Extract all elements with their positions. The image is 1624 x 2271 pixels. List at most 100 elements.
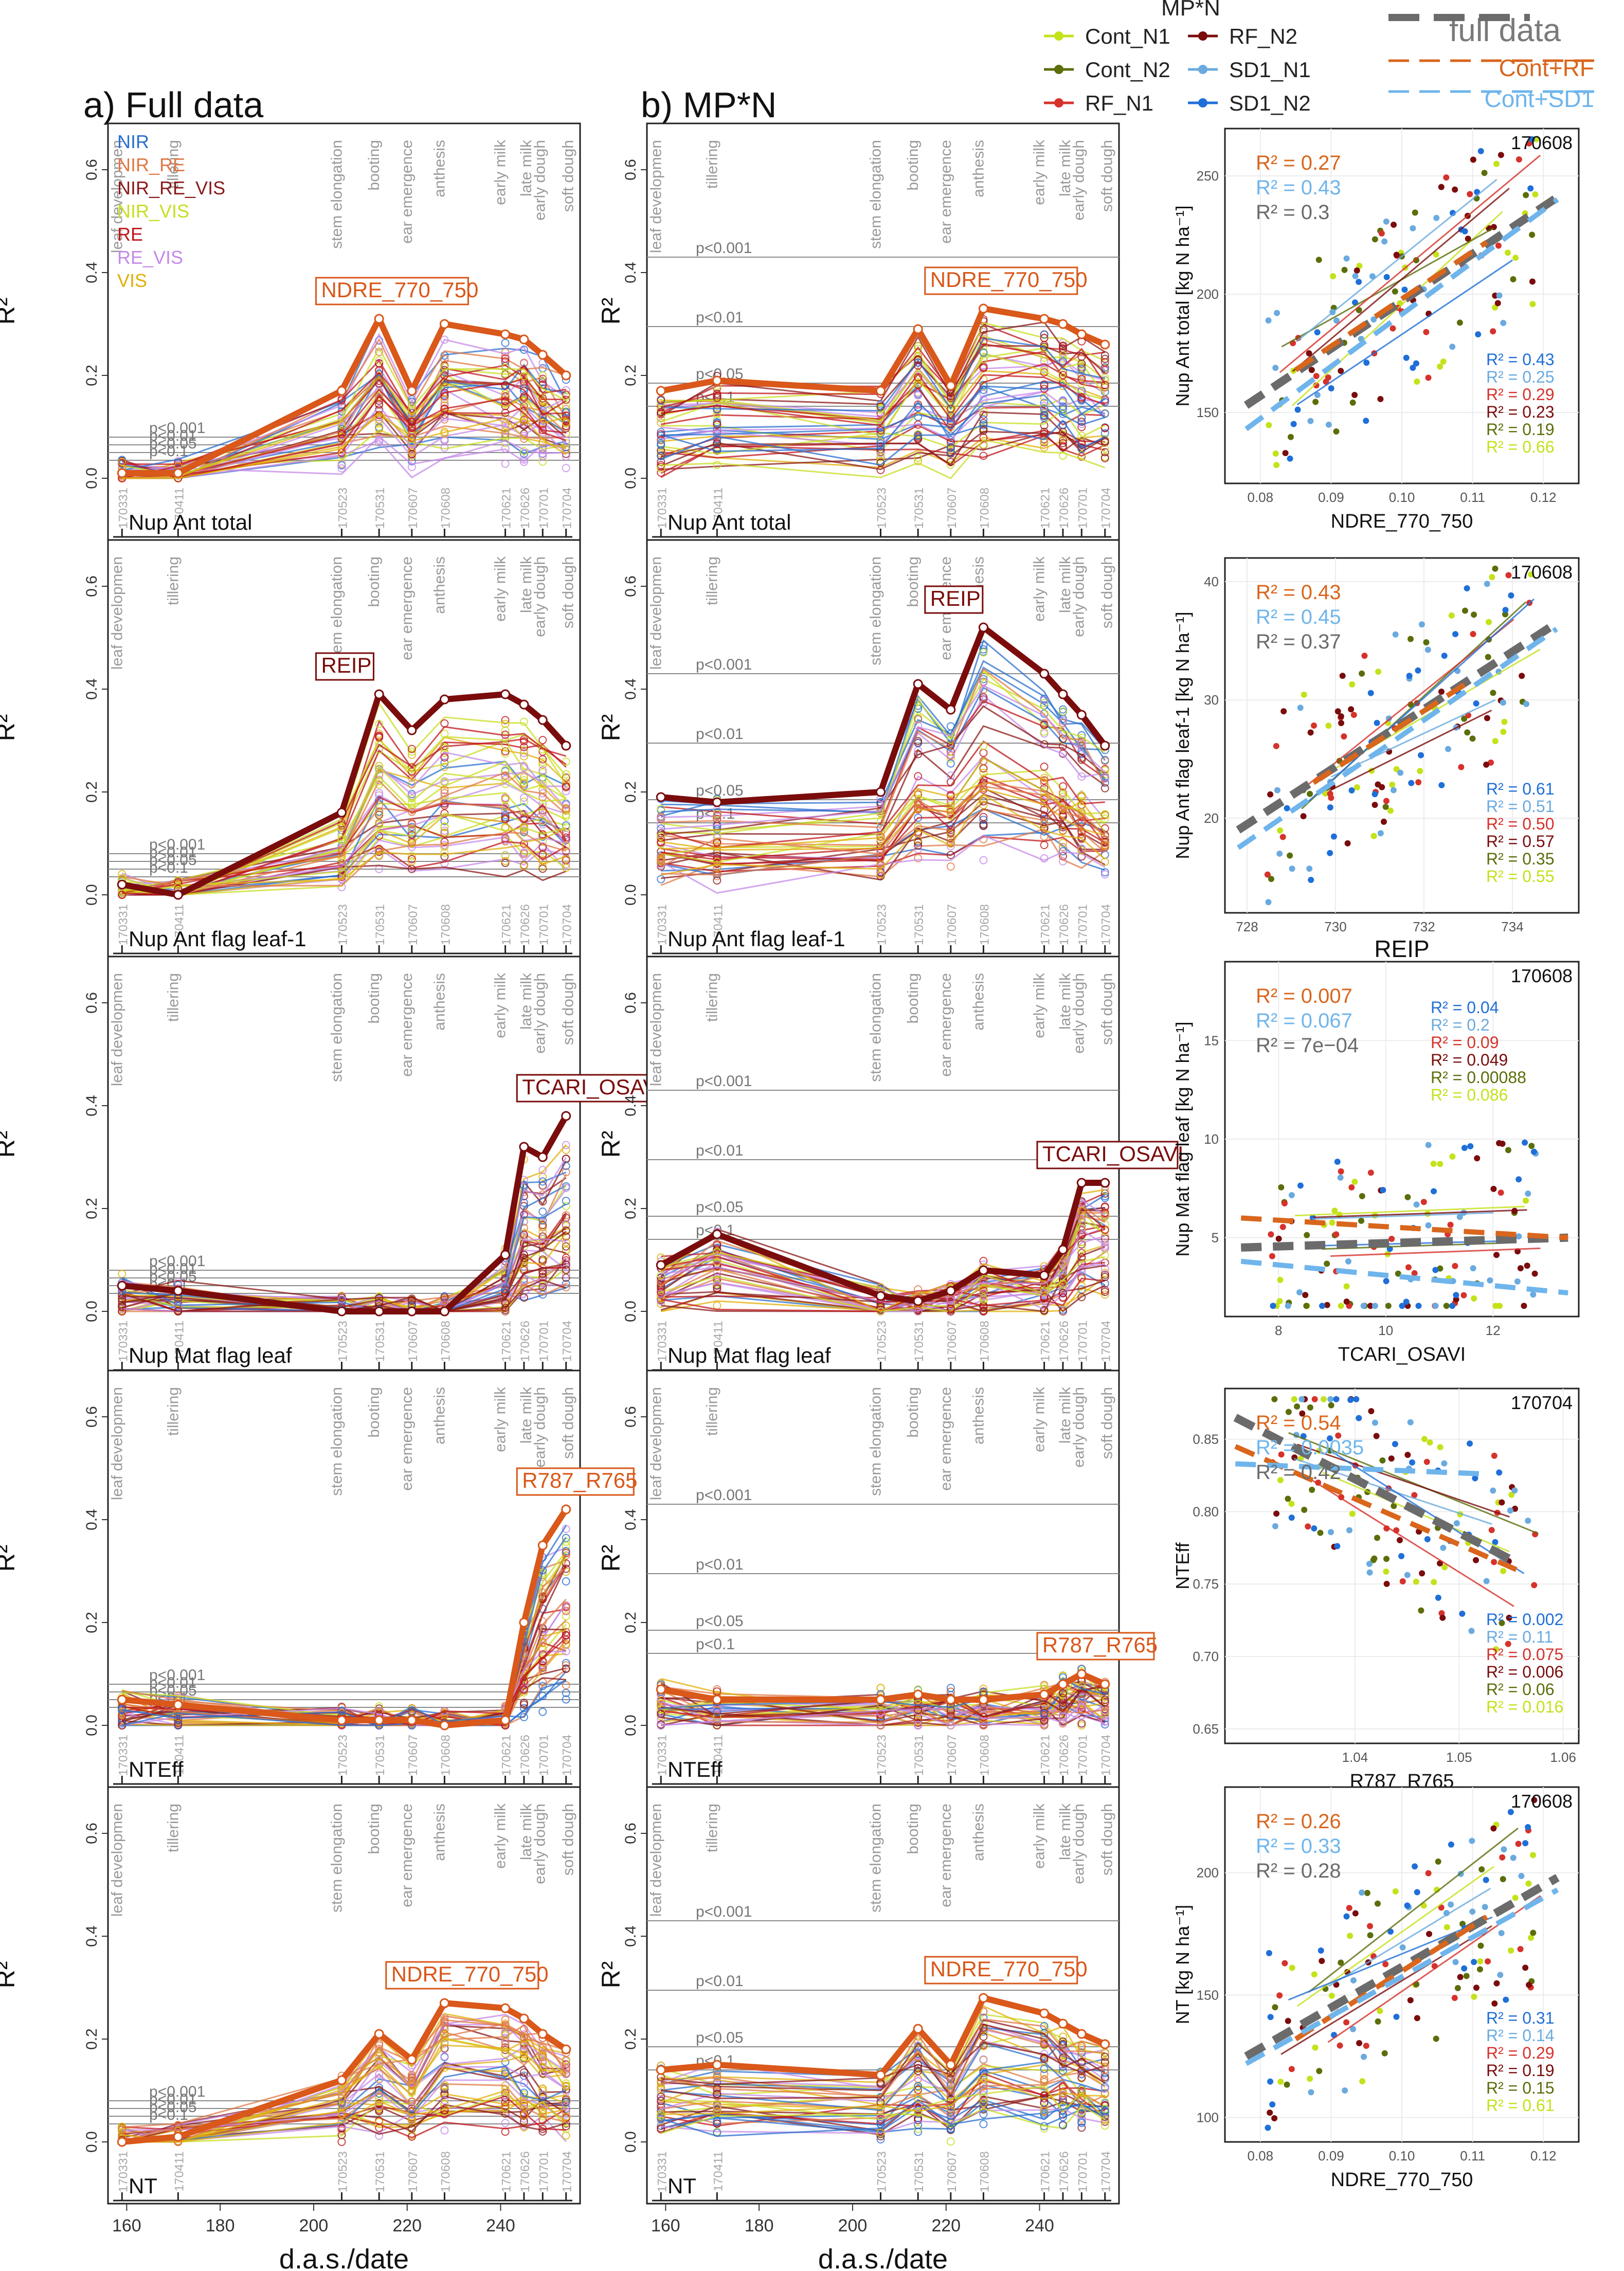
index-point	[538, 766, 547, 774]
best-index-point	[407, 386, 417, 396]
scatter-point	[1423, 639, 1430, 646]
index-point	[1058, 357, 1067, 366]
index-line	[121, 1263, 566, 1312]
index-point	[538, 755, 547, 764]
scatter-point	[1390, 325, 1396, 332]
y-axis-label: R²	[597, 1131, 625, 1158]
scatter-date: 170608	[1511, 132, 1573, 153]
index-line	[660, 343, 1106, 408]
scatter-point	[1359, 1193, 1365, 1199]
r2-fit-value: 0.45	[1301, 606, 1341, 628]
index-point	[407, 767, 416, 776]
index-line	[661, 351, 1105, 420]
index-point	[501, 771, 510, 780]
index-point	[562, 855, 570, 864]
index-point	[1058, 345, 1067, 353]
stage-label: early dough	[531, 1387, 548, 1468]
date-label: 170523	[336, 1735, 350, 1776]
best-index-point	[1039, 314, 1050, 324]
scatter-point	[1274, 310, 1280, 316]
index-point	[1077, 352, 1086, 361]
index-point	[337, 1295, 346, 1304]
index-point	[407, 745, 416, 753]
index-point	[538, 452, 547, 460]
date-label: 170523	[875, 904, 889, 945]
y-tick-label: 0.2	[83, 781, 100, 803]
index-point	[501, 815, 510, 824]
scatter-point	[1267, 791, 1274, 798]
best-index-point	[519, 1617, 529, 1628]
scatter-point	[1425, 1222, 1432, 1229]
scatter-point	[1412, 209, 1418, 216]
date-label: 170701	[1076, 1735, 1090, 1776]
best-index-point	[500, 1250, 511, 1260]
x-tick-label: 200	[838, 2216, 868, 2236]
index-line	[661, 372, 1106, 426]
r2-group-RF_N1: R² = 0.09	[1431, 1033, 1499, 1052]
scatter-point	[1351, 1178, 1358, 1185]
scatter-point	[1287, 434, 1294, 440]
index-point	[440, 838, 449, 846]
significance-label: p<0.001	[696, 1903, 752, 1920]
stage-label: anthesis	[431, 556, 448, 614]
best-index-point	[336, 1715, 347, 1725]
scatter-point	[1452, 631, 1459, 638]
index-point	[1100, 398, 1109, 407]
index-point	[440, 786, 449, 795]
best-index-point	[875, 1291, 886, 1301]
significance-label: p<0.1	[149, 443, 188, 460]
index-point	[562, 823, 570, 832]
best-index-point	[913, 1689, 923, 1700]
stage-label: soft dough	[560, 556, 577, 628]
index-point	[337, 430, 346, 439]
scatter-point	[1307, 729, 1314, 736]
scatter-point	[1512, 255, 1519, 261]
scatter-point	[1408, 780, 1415, 786]
best-index-point	[1100, 1178, 1110, 1188]
best-index-label: NDRE_770_750	[321, 278, 478, 302]
index-group-label: NIR_VIS	[117, 201, 189, 222]
index-point	[501, 459, 510, 468]
scatter-point	[1383, 274, 1390, 280]
index-line	[122, 813, 567, 895]
index-point	[1058, 716, 1067, 725]
best-index-point	[500, 689, 511, 699]
best-index-point	[1058, 2018, 1068, 2029]
scatter-point	[1397, 769, 1404, 776]
index-point	[501, 357, 510, 366]
index-point	[914, 854, 923, 862]
index-point	[375, 762, 384, 770]
index-point	[946, 421, 955, 429]
stage-label: soft dough	[1099, 140, 1116, 212]
index-line	[660, 740, 1105, 849]
index-point	[914, 373, 923, 382]
index-point	[946, 394, 955, 403]
r2-group-value: 0.00088	[1467, 1068, 1526, 1087]
index-point	[407, 448, 416, 457]
legend-marker-RF_N2	[1198, 31, 1207, 41]
index-point	[1100, 870, 1109, 879]
x-tick-label: 12	[1486, 1323, 1501, 1338]
scatter-point	[1354, 267, 1360, 274]
best-index-point	[1076, 1178, 1087, 1188]
scatter-point	[1297, 1182, 1304, 1189]
x-tick-label: 0.09	[1318, 490, 1344, 505]
index-point	[946, 835, 955, 843]
scatter-point	[1515, 1176, 1522, 1183]
index-line	[122, 411, 567, 479]
scatter-point	[1484, 715, 1490, 722]
scatter-point	[1313, 373, 1320, 380]
index-point	[118, 1297, 127, 1306]
date-label: 170411	[172, 1321, 186, 1361]
legend-fit-label-Cont+SD1: Cont+SD1	[1484, 85, 1594, 112]
stage-label: early milk	[1031, 1803, 1048, 1869]
y-tick-label: 0.4	[622, 1509, 639, 1530]
date-label: 170331	[655, 904, 669, 945]
scatter-point	[1334, 1158, 1341, 1165]
best-index-point	[500, 329, 511, 339]
r2-group-Cont_N2: R² = 0.00088	[1431, 1068, 1526, 1087]
best-index-point	[537, 2029, 548, 2039]
panel-b-row-3: 0.00.20.40.6R²p<0.001p<0.01p<0.05p<0.1le…	[597, 956, 1184, 1374]
